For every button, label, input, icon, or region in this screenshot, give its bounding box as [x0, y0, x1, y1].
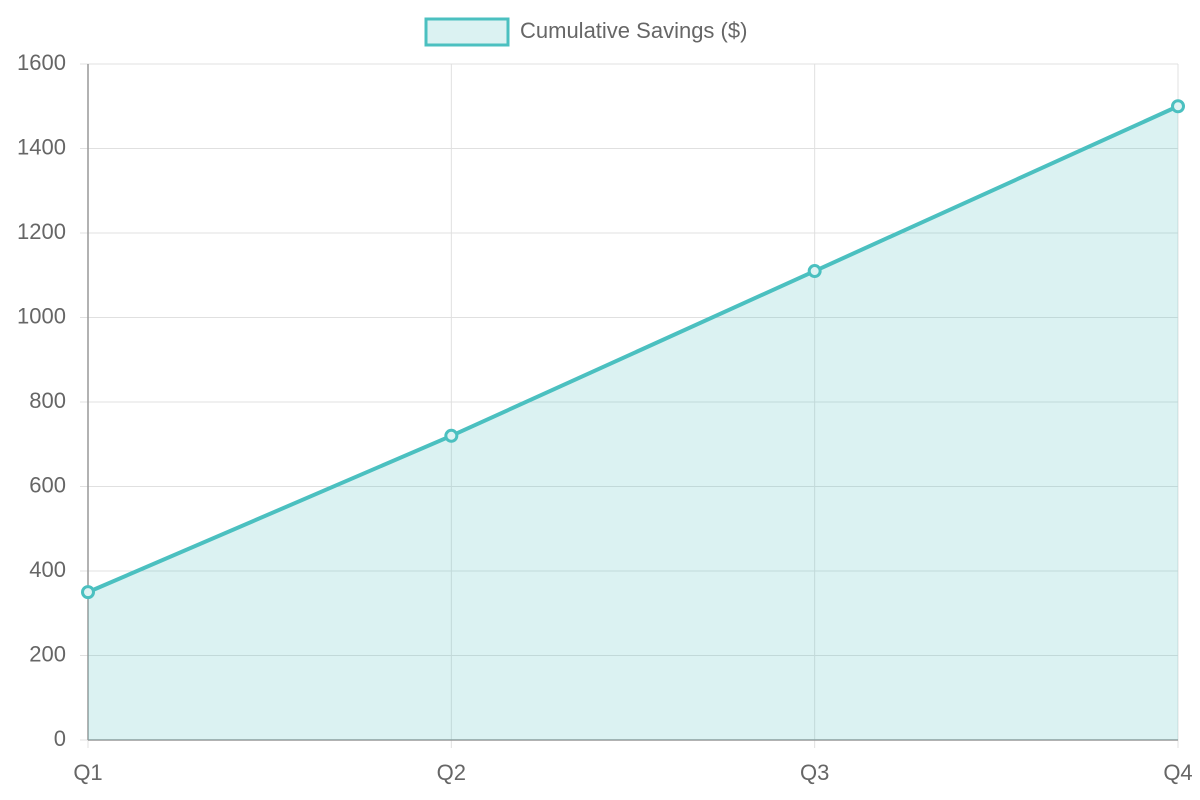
y-tick-label: 600 [29, 472, 66, 497]
legend-swatch [424, 17, 510, 47]
x-tick-label: Q4 [1163, 760, 1192, 785]
y-tick-label: 200 [29, 641, 66, 666]
y-tick-label: 1600 [17, 50, 66, 75]
y-tick-label: 1000 [17, 303, 66, 328]
x-tick-label: Q3 [800, 760, 829, 785]
y-tick-label: 800 [29, 388, 66, 413]
point [1171, 99, 1185, 114]
y-tick-label: 1200 [17, 219, 66, 244]
x-tick-label: Q1 [73, 760, 102, 785]
y-tick-label: 0 [54, 726, 66, 751]
line [87, 104, 1179, 594]
legend-label: Cumulative Savings ($) [520, 18, 747, 43]
point [807, 264, 822, 279]
y-tick-label: 400 [29, 557, 66, 582]
y-tick-label: 1400 [17, 134, 66, 159]
point [444, 428, 459, 443]
x-tick-label: Q2 [437, 760, 466, 785]
area [88, 106, 1178, 740]
point [81, 585, 95, 600]
